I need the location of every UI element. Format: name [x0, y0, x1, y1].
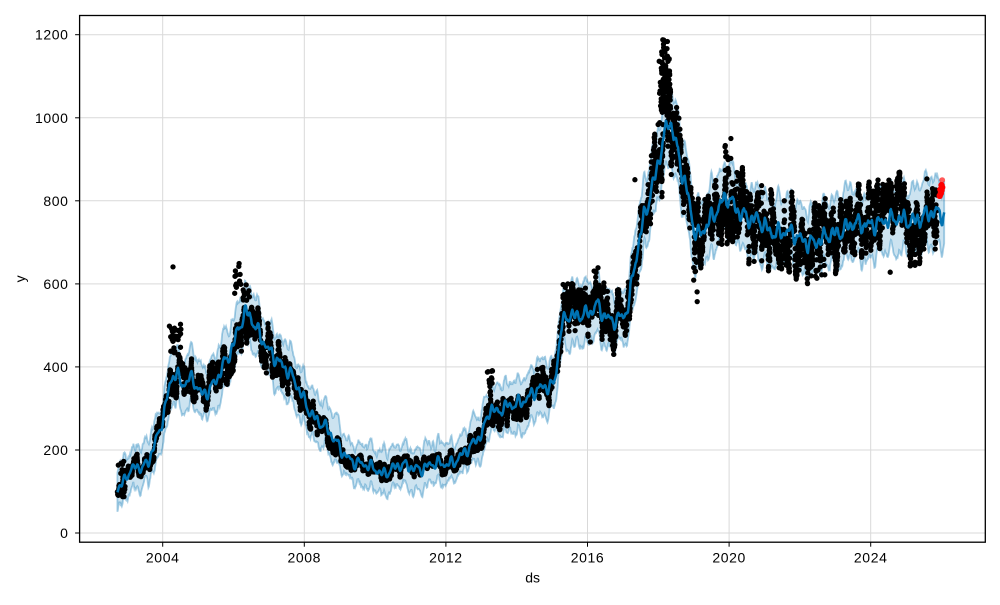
svg-text:0: 0	[60, 525, 68, 541]
svg-text:200: 200	[43, 442, 68, 458]
svg-text:600: 600	[43, 276, 68, 292]
svg-text:800: 800	[43, 193, 68, 209]
svg-text:ds: ds	[525, 570, 540, 586]
svg-text:y: y	[12, 275, 28, 282]
svg-text:2008: 2008	[288, 549, 322, 565]
svg-text:1000: 1000	[35, 110, 69, 126]
svg-text:400: 400	[43, 359, 68, 375]
svg-text:2012: 2012	[429, 549, 463, 565]
svg-text:2020: 2020	[712, 549, 746, 565]
svg-text:2004: 2004	[146, 549, 180, 565]
svg-text:2024: 2024	[854, 549, 888, 565]
svg-text:2016: 2016	[571, 549, 605, 565]
svg-text:1200: 1200	[35, 27, 69, 43]
